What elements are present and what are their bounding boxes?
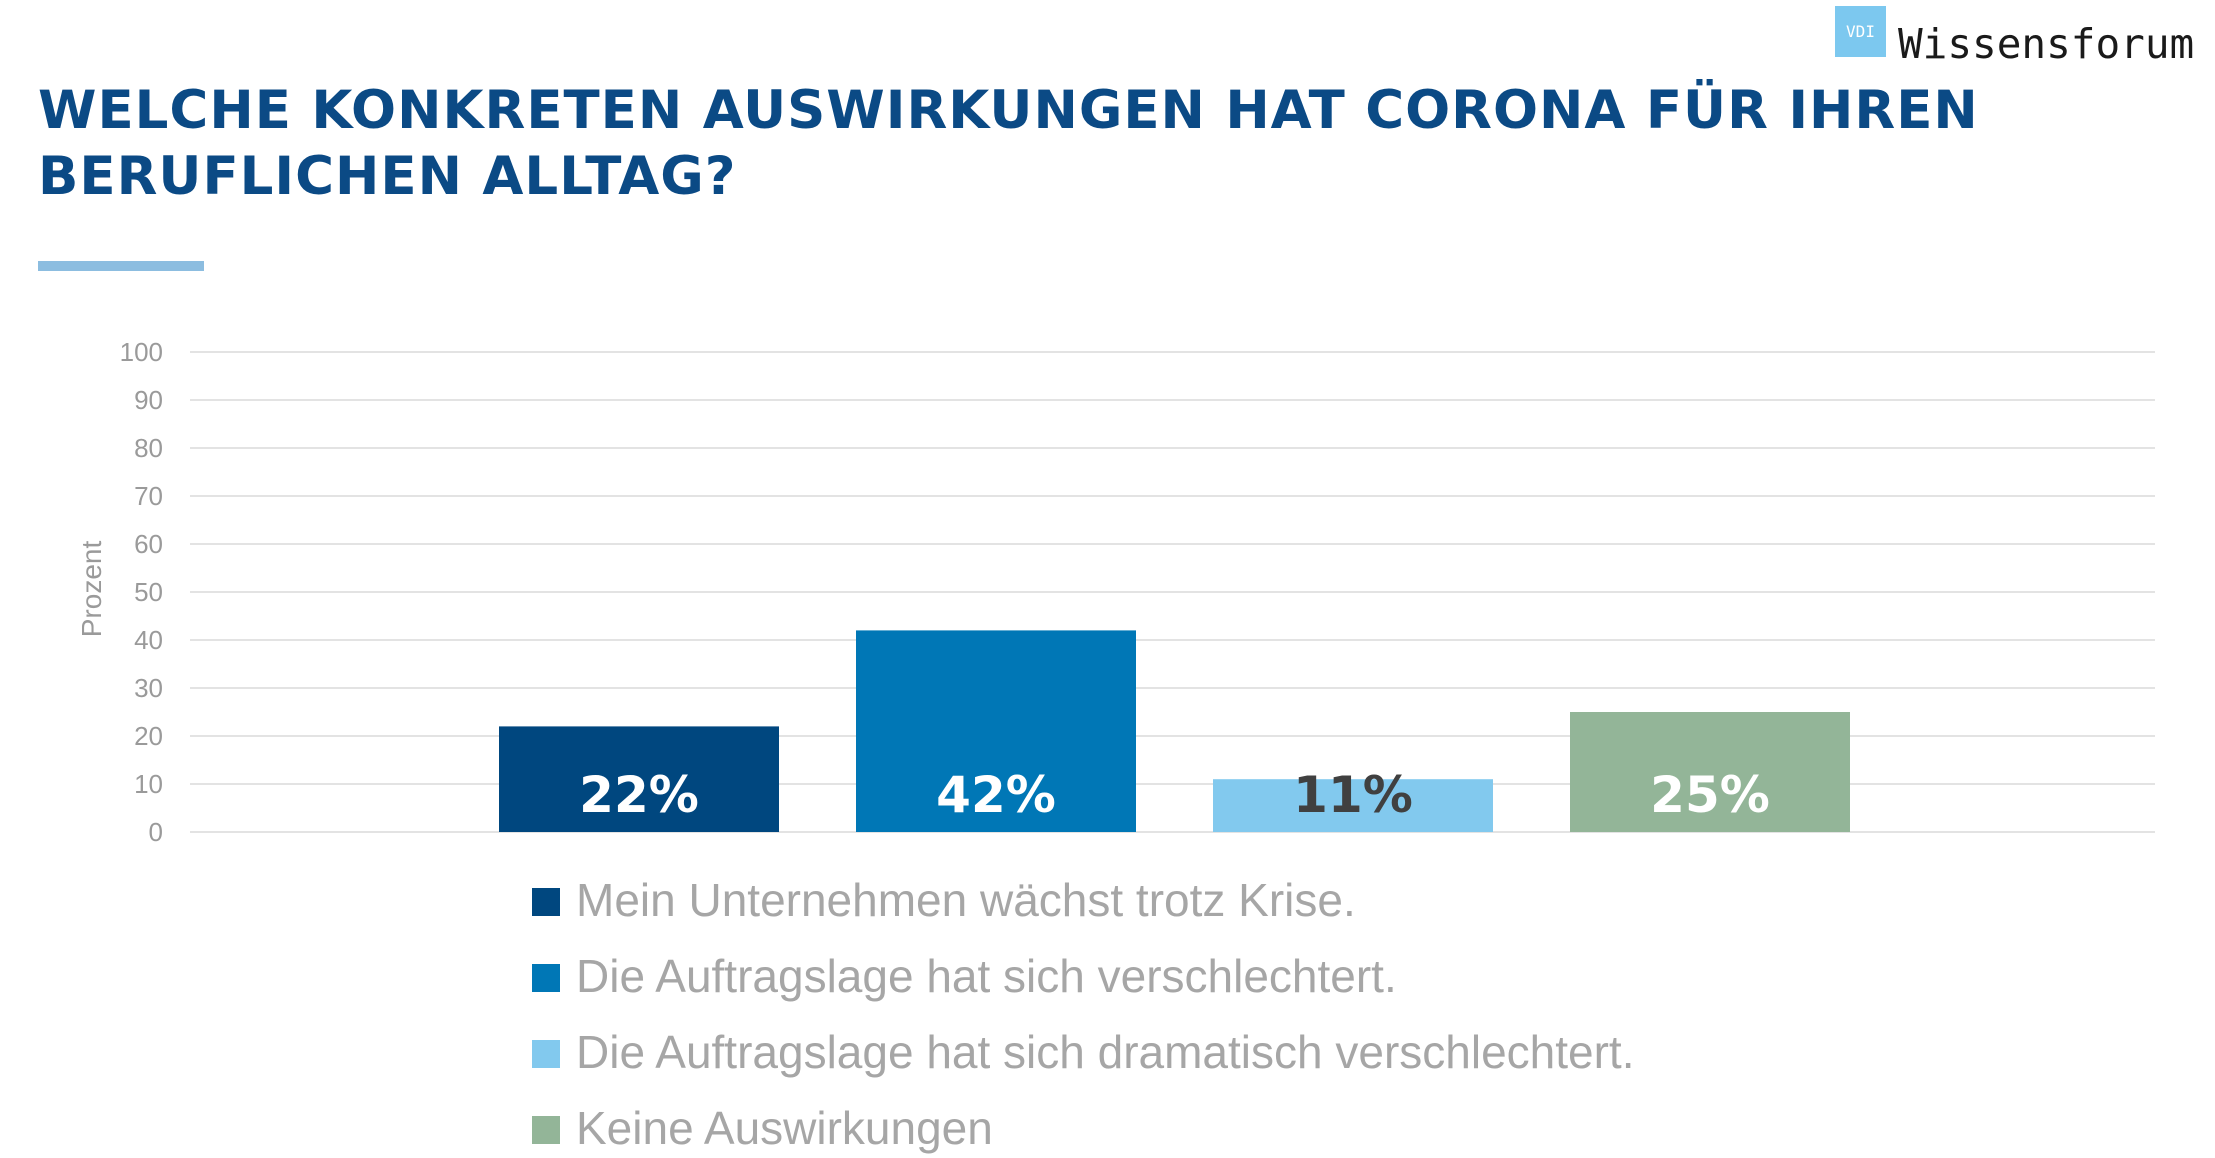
bar-value-label: 22% [579, 766, 699, 824]
y-tick-label: 20 [134, 721, 163, 751]
y-tick-label: 70 [134, 481, 163, 511]
y-axis-title: Prozent [76, 541, 107, 638]
gridlines [190, 351, 2155, 833]
bar [1213, 779, 1493, 832]
y-tick-label: 80 [134, 433, 163, 463]
bar-chart: 0 10 20 30 40 50 60 70 80 90 100 Prozent 22% 42% 11%… [76, 337, 2155, 847]
legend-label: Die Auftragslage hat sich dramatisch ver… [576, 1026, 1635, 1078]
y-tick-label: 10 [134, 769, 163, 799]
y-tick-label: 50 [134, 577, 163, 607]
y-tick-label: 100 [120, 337, 163, 367]
bar [856, 630, 1136, 832]
title-accent-line [38, 261, 204, 271]
y-tick-label: 0 [149, 817, 163, 847]
bar [499, 726, 779, 832]
bar-value-label: 42% [936, 766, 1056, 824]
legend-swatch [532, 888, 560, 916]
bar [1570, 712, 1850, 832]
legend-label: Keine Auswirkungen [576, 1102, 993, 1154]
y-axis-ticks: 0 10 20 30 40 50 60 70 80 90 100 [120, 337, 163, 847]
legend-swatch [532, 964, 560, 992]
y-tick-label: 60 [134, 529, 163, 559]
chart-title: WELCHE KONKRETEN AUSWIRKUNGEN HAT CORONA… [38, 80, 1979, 207]
legend-swatch [532, 1116, 560, 1144]
y-tick-label: 30 [134, 673, 163, 703]
y-tick-label: 40 [134, 625, 163, 655]
vdi-logo-mark: VDI [1835, 6, 1886, 57]
y-tick-label: 90 [134, 385, 163, 415]
logo-wordmark: Wissensforum [1898, 20, 2195, 68]
legend-swatch [532, 1040, 560, 1068]
bars [499, 630, 1850, 832]
legend-label: Mein Unternehmen wächst trotz Krise. [576, 874, 1356, 926]
legend-label: Die Auftragslage hat sich verschlechtert… [576, 950, 1397, 1002]
bar-value-label: 11% [1293, 766, 1413, 824]
bar-value-label: 25% [1650, 766, 1770, 824]
bar-value-labels: 22% 42% 11% 25% [579, 766, 1770, 824]
